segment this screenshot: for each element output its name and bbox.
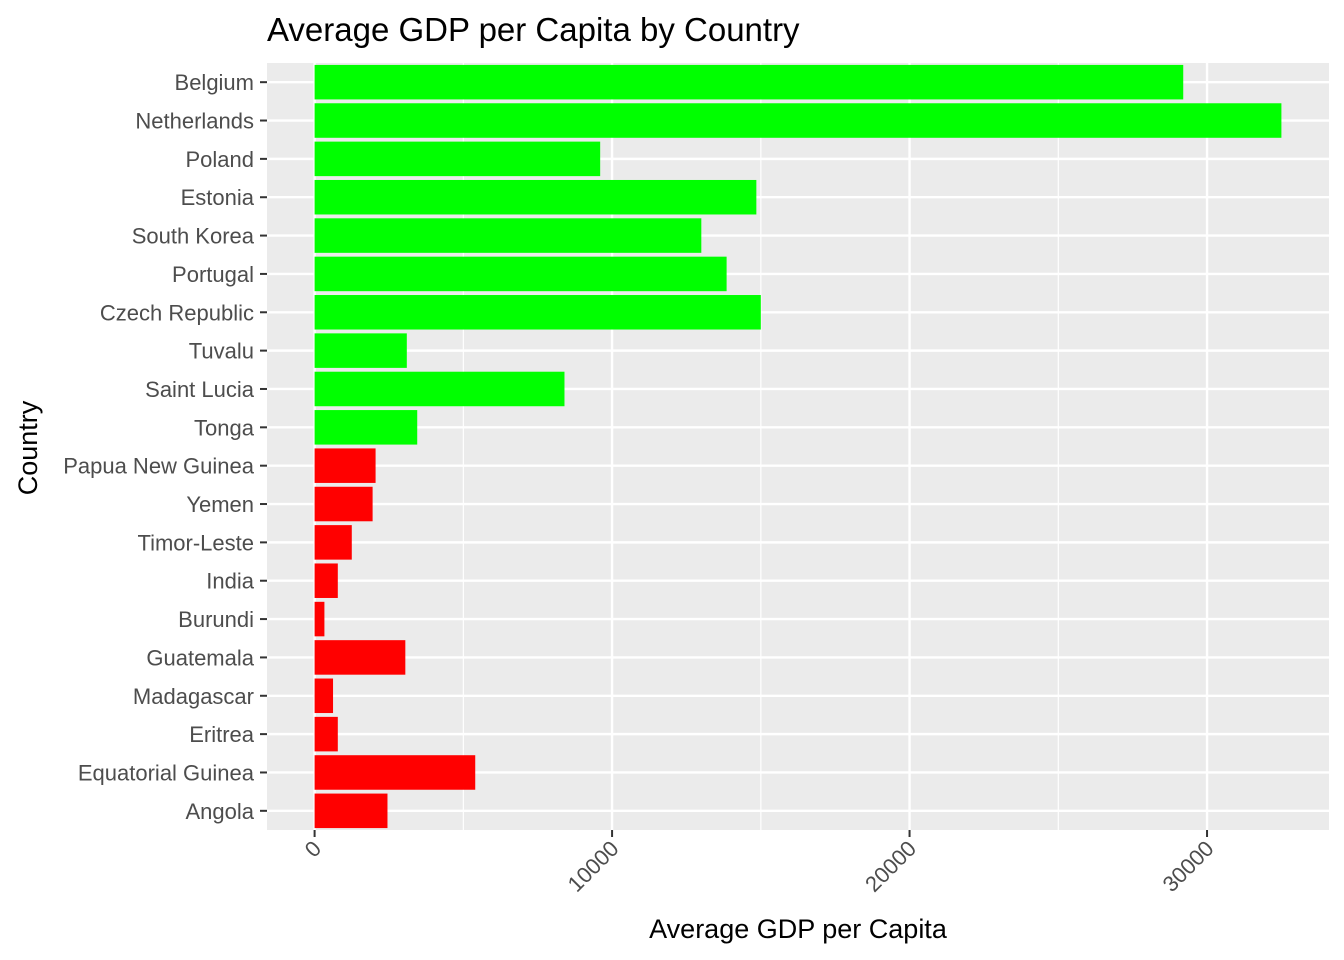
x-axis-title: Average GDP per Capita [649, 914, 948, 944]
bar-papua-new-guinea [314, 448, 376, 483]
y-tick-label: Tonga [194, 415, 255, 440]
bar-estonia [314, 179, 757, 215]
y-tick-label: Belgium [175, 70, 254, 95]
bar-angola [314, 793, 388, 829]
bar-eritrea [314, 716, 338, 752]
y-tick-label: Guatemala [146, 645, 254, 670]
x-tick-label: 10000 [563, 836, 624, 897]
y-tick-label: South Korea [132, 224, 255, 249]
plot-panel [267, 63, 1329, 830]
bars [314, 64, 1282, 829]
y-tick-label: Tuvalu [189, 339, 254, 364]
bar-portugal [314, 256, 727, 292]
y-tick-label: Angola [185, 799, 254, 824]
bar-equatorial-guinea [314, 755, 476, 790]
x-tick-label: 0 [300, 836, 326, 862]
bar-netherlands [314, 103, 1282, 138]
y-tick-label: Timor-Leste [137, 530, 254, 555]
y-tick-label: India [206, 569, 254, 594]
bar-saint-lucia [314, 371, 565, 407]
y-tick-label: Poland [185, 147, 254, 172]
x-axis: 0 10000 20000 30000 [300, 830, 1219, 897]
bar-poland [314, 141, 601, 177]
y-tick-label: Papua New Guinea [63, 454, 255, 479]
bar-india [314, 563, 338, 598]
bar-yemen [314, 486, 373, 522]
bar-timor-leste [314, 525, 352, 560]
y-tick-label: Equatorial Guinea [78, 760, 255, 785]
bar-tonga [314, 410, 418, 445]
y-tick-label: Portugal [172, 262, 254, 287]
y-tick-label: Madagascar [133, 684, 254, 709]
y-axis: Belgium Netherlands Poland Estonia South Kor… [63, 70, 267, 824]
y-axis-title: Country [13, 400, 43, 495]
y-tick-label: Yemen [186, 492, 254, 517]
y-tick-label: Estonia [181, 185, 255, 210]
y-tick-label: Burundi [178, 607, 254, 632]
x-tick-label: 20000 [860, 836, 921, 897]
x-tick-label: 30000 [1158, 836, 1219, 897]
bar-belgium [314, 64, 1184, 100]
y-tick-label: Czech Republic [100, 300, 254, 325]
y-tick-label: Saint Lucia [145, 377, 255, 402]
bar-south-korea [314, 218, 702, 253]
bar-guatemala [314, 640, 406, 675]
bar-tuvalu [314, 333, 407, 368]
bar-madagascar [314, 678, 334, 714]
bar-czech-republic [314, 295, 761, 330]
bar-burundi [314, 601, 325, 637]
y-tick-label: Eritrea [189, 722, 255, 747]
chart-title: Average GDP per Capita by Country [267, 11, 800, 48]
y-tick-label: Netherlands [135, 109, 254, 134]
